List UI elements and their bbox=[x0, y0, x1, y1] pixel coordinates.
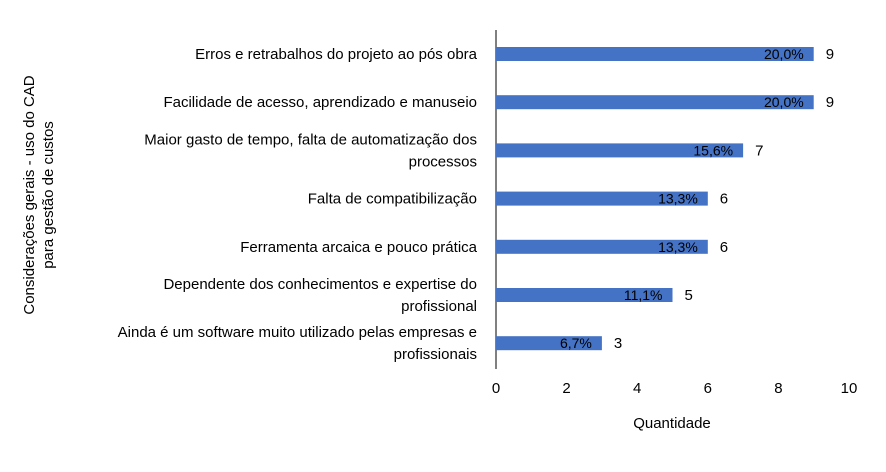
y-axis-title: Considerações gerais - uso do CAD para ge… bbox=[21, 75, 57, 314]
data-label-percent: 13,3% bbox=[658, 191, 698, 207]
category-label: profissional bbox=[401, 298, 477, 315]
bar-1 bbox=[496, 47, 814, 61]
y-axis-title-line: para gestão de custos bbox=[40, 121, 57, 269]
data-label-percent: 6,7% bbox=[560, 335, 592, 351]
data-label-percent: 11,1% bbox=[624, 287, 663, 303]
x-tick-label: 4 bbox=[633, 380, 641, 397]
category-label: Ainda é um software muito utilizado pela… bbox=[118, 324, 477, 341]
bar-3 bbox=[496, 143, 744, 158]
x-tick-label: 0 bbox=[492, 380, 500, 397]
bar-4 bbox=[496, 191, 708, 206]
bar-5 bbox=[496, 239, 708, 254]
y-axis-title-line: Considerações gerais - uso do CAD bbox=[21, 75, 38, 314]
category-label: Falta de compatibilização bbox=[308, 191, 477, 208]
data-label-value: 5 bbox=[685, 287, 693, 304]
x-axis-title: Quantidade bbox=[633, 415, 711, 432]
category-label: processos bbox=[409, 153, 477, 170]
data-label-percent: 13,3% bbox=[658, 239, 698, 255]
category-label: Erros e retrabalhos do projeto ao pós ob… bbox=[195, 46, 477, 63]
category-label: Ferramenta arcaica e pouco prática bbox=[240, 239, 477, 256]
data-label-percent: 20,0% bbox=[764, 94, 804, 110]
data-label-percent: 20,0% bbox=[764, 46, 804, 62]
data-label-value: 3 bbox=[614, 335, 622, 352]
bar-6 bbox=[496, 288, 673, 302]
x-tick-label: 6 bbox=[704, 380, 712, 397]
x-tick-label: 2 bbox=[562, 380, 570, 397]
data-label-value: 6 bbox=[720, 239, 728, 256]
category-label: Dependente dos conhecimentos e expertise… bbox=[163, 276, 477, 293]
category-label: profissionais bbox=[394, 346, 477, 363]
category-label: Maior gasto de tempo, falta de automatiz… bbox=[144, 131, 477, 148]
data-label-value: 9 bbox=[826, 46, 834, 63]
bar-2 bbox=[496, 95, 814, 110]
data-label-value: 6 bbox=[720, 191, 728, 208]
data-label-value: 9 bbox=[826, 94, 834, 111]
data-label-percent: 15,6% bbox=[693, 142, 733, 158]
x-tick-label: 8 bbox=[774, 380, 782, 397]
category-label: Facilidade de acesso, aprendizado e manu… bbox=[163, 94, 477, 111]
data-label-value: 7 bbox=[755, 142, 763, 159]
bar-7 bbox=[496, 336, 602, 351]
x-tick-label: 10 bbox=[841, 380, 858, 397]
